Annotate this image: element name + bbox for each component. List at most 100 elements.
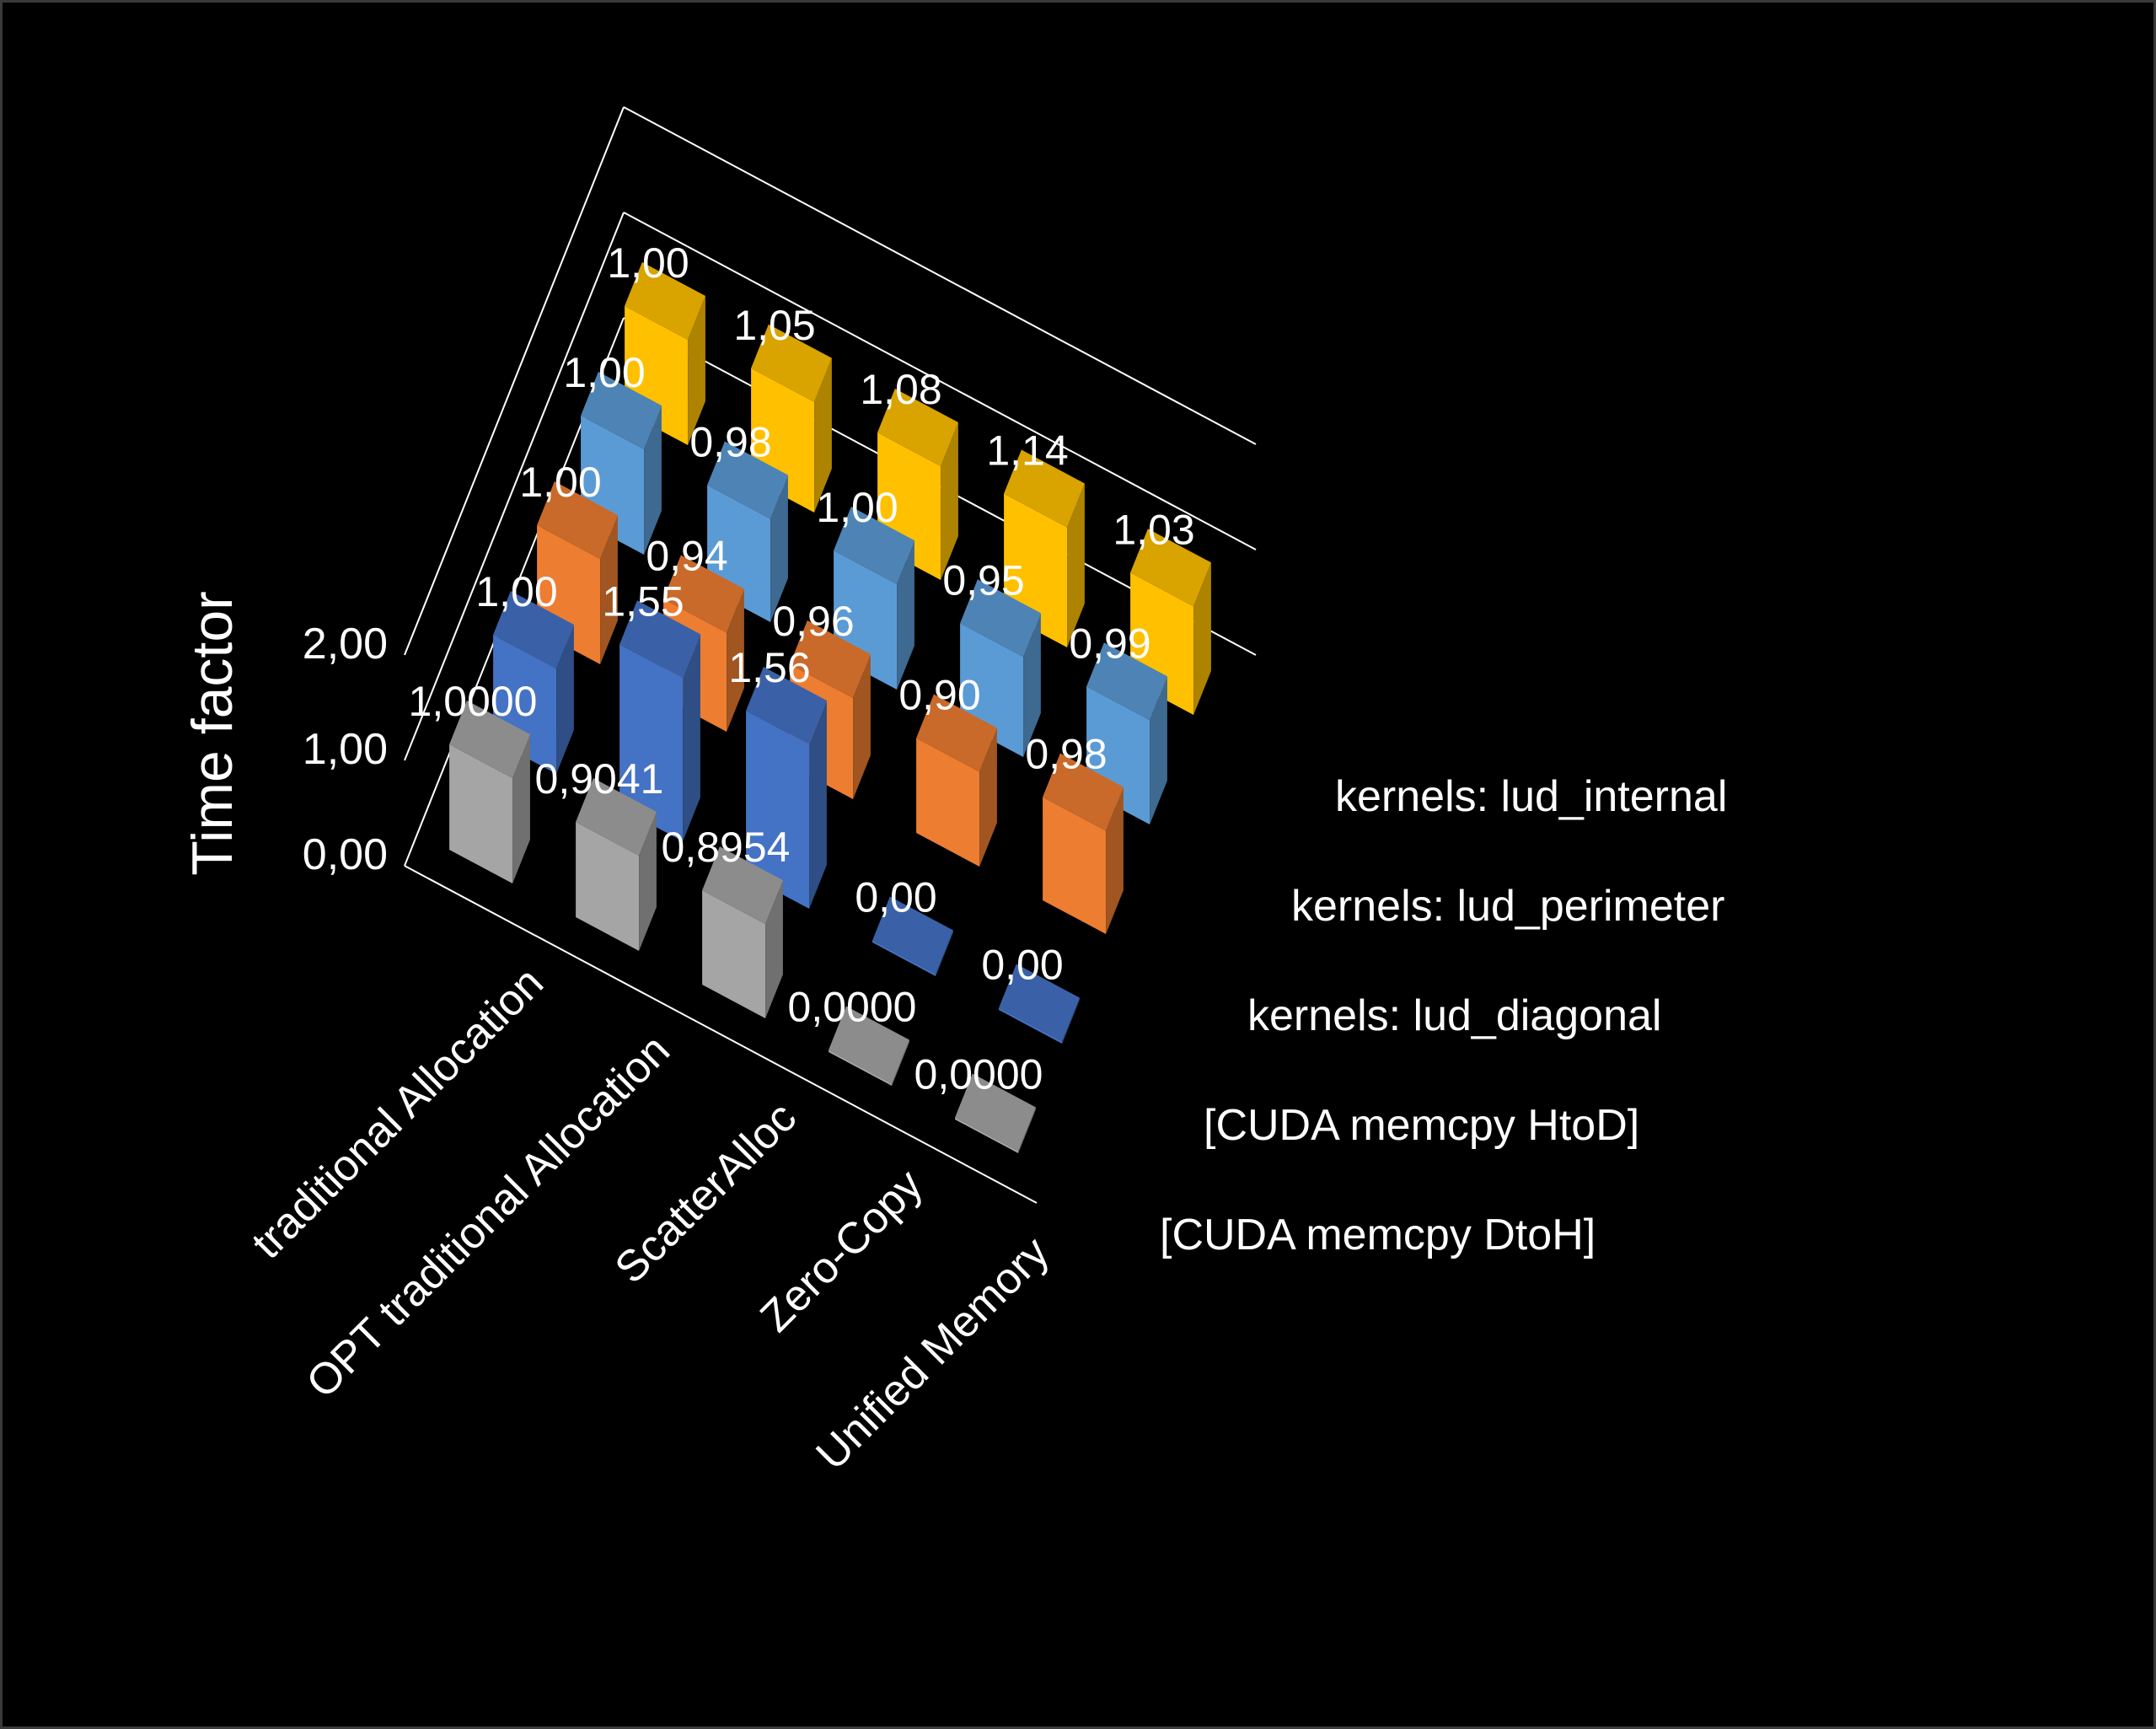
bar (999, 964, 1080, 1044)
bar-front-face (1043, 797, 1107, 934)
data-label: 1,14 (986, 427, 1068, 475)
bar-top-face (625, 262, 705, 340)
data-label: 1,0000 (409, 678, 538, 725)
data-label: 0,95 (942, 556, 1024, 604)
bar-side-face (979, 728, 997, 867)
bar (619, 600, 700, 841)
bar-front-face (746, 711, 810, 909)
category-label: OPT traditional Allocation (298, 1025, 679, 1407)
floor-layer (404, 865, 1038, 1204)
bar-top-face (746, 667, 827, 744)
data-label: 0,00 (981, 942, 1063, 989)
series-label: [CUDA memcpy HtoD] (1204, 1101, 1639, 1150)
bar-side-face (512, 734, 530, 883)
series-label: [CUDA memcpy DtoH] (1160, 1211, 1596, 1259)
data-label: 0,94 (646, 533, 727, 580)
bar-top-face (1130, 529, 1211, 607)
data-label: 0,98 (689, 419, 771, 466)
series-label: kernels: lud_internal (1335, 772, 1727, 821)
bar-top-face (1043, 753, 1124, 831)
bar-side-face (600, 515, 618, 664)
data-label: 1,00 (607, 239, 689, 287)
bar-top-face (449, 701, 530, 778)
category-label: Zero-Copy (751, 1160, 932, 1341)
data-label: 1,00 (816, 484, 898, 531)
bar (1004, 449, 1085, 647)
bar-side-face (1018, 1107, 1036, 1153)
bar-side-face (892, 1039, 909, 1086)
bar-top-face (707, 441, 788, 519)
bar (449, 701, 530, 883)
bar-side-face (1193, 562, 1211, 715)
data-label: 0,0000 (914, 1051, 1043, 1098)
bar-side-face (639, 812, 657, 951)
bar (702, 846, 783, 1018)
back-wall-gridline (623, 106, 1257, 445)
bar-top-face (916, 694, 997, 772)
bar-top-face (955, 1073, 1036, 1152)
bar-front-face (916, 738, 980, 867)
bar-side-face (683, 634, 700, 841)
side-wall-gridline (404, 212, 625, 761)
category-label: ScatterAlloc (606, 1093, 806, 1292)
y-tick-label: 2,00 (303, 620, 388, 669)
bar-top-face (751, 324, 832, 402)
bar (955, 1073, 1036, 1153)
data-label: 0,9041 (535, 755, 664, 803)
bar-side-face (809, 701, 827, 909)
bar-top-face (619, 600, 700, 679)
bar-top-face (702, 846, 783, 925)
bar-side-face (1150, 676, 1167, 824)
bar-top-face (1004, 449, 1085, 528)
bar-side-face (853, 654, 871, 799)
bar (1043, 753, 1124, 934)
bar-side-face (1062, 997, 1080, 1044)
data-label: 0,99 (1069, 620, 1150, 667)
data-label: 0,90 (898, 672, 980, 719)
data-label: 1,08 (860, 366, 941, 413)
bar-side-face (814, 357, 832, 513)
bar-side-face (644, 405, 662, 555)
bar-side-face (770, 475, 788, 622)
back-wall-gridline (623, 212, 1257, 550)
bar (916, 694, 997, 867)
bar-side-face (897, 540, 914, 690)
bar-top-face (537, 481, 618, 559)
bar-side-face (765, 880, 783, 1018)
bar-front-face (829, 1050, 893, 1086)
bar (872, 896, 953, 976)
bar-top-face (960, 579, 1041, 658)
bar-top-face (829, 1006, 909, 1084)
data-label: 0,96 (772, 598, 854, 645)
series-label: kernels: lud_diagonal (1247, 991, 1661, 1040)
bars-layer (449, 262, 1211, 1153)
data-label: 1,00 (563, 349, 645, 396)
data-label: 1,00 (475, 568, 557, 615)
bar-top-face (1086, 642, 1167, 721)
bar-top-face (872, 896, 953, 975)
data-label: 1,55 (602, 577, 684, 625)
side-wall-gridline (404, 106, 625, 656)
bar-top-face (493, 591, 574, 669)
bar-side-face (936, 930, 953, 976)
bar-top-face (790, 620, 871, 698)
data-label: 1,00 (519, 459, 601, 506)
bar-side-face (556, 625, 574, 774)
bar-side-face (941, 422, 958, 580)
data-label: 1,05 (733, 302, 815, 349)
bar-side-face (727, 588, 744, 732)
y-tick-label: 0,00 (303, 830, 388, 879)
bar (576, 778, 657, 951)
series-label: kernels: lud_perimeter (1291, 882, 1724, 931)
bar-front-face (999, 1007, 1063, 1044)
bar-top-face (999, 964, 1080, 1042)
bar-front-face (872, 940, 936, 976)
data-label: 0,98 (1025, 731, 1107, 778)
bar (625, 262, 705, 445)
data-label: 0,0000 (788, 984, 917, 1031)
data-label: 0,00 (855, 874, 936, 921)
bar-front-face (576, 822, 640, 951)
